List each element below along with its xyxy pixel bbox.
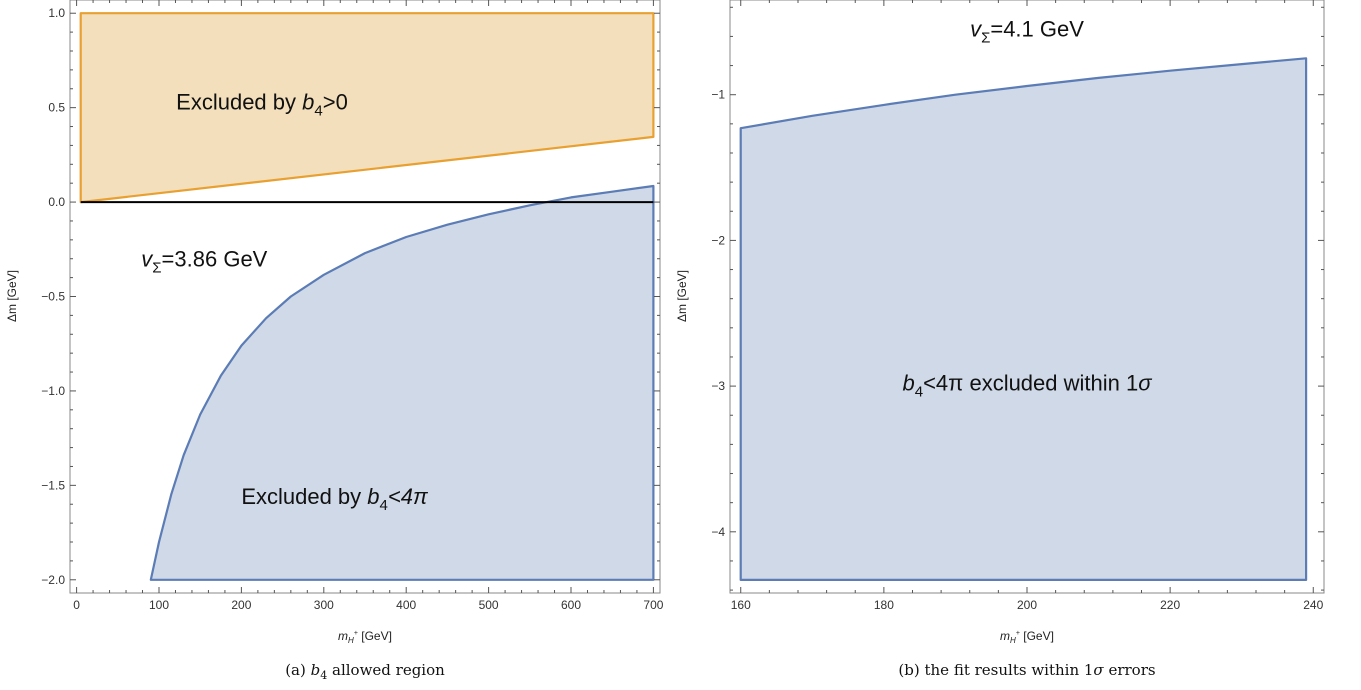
x-tick-label: 100: [149, 598, 169, 612]
annotation-b4-excluded-1sigma: b4<4π excluded within 1σ: [902, 370, 1152, 400]
region-b-0: [739, 57, 1308, 582]
y-tick-label: −1.0: [41, 384, 65, 398]
annotation-excluded-b4-gt-0: Excluded by b4>0: [176, 90, 348, 120]
x-tick-label: 0: [73, 598, 80, 612]
panel-b-annotations: vΣ=4.1 GeV b4<4π excluded within 1σ: [902, 16, 1152, 400]
panel-a-y-axis-label: Δm [GeV]: [5, 270, 19, 322]
y-tick-label: 0.0: [48, 195, 65, 209]
region-a-0: [79, 12, 655, 204]
panel-b-caption: (b) the fit results within 1σ errors: [898, 661, 1155, 679]
panel-a-annotations: Excluded by b4>0 vΣ=3.86 GeV Excluded by…: [141, 90, 429, 515]
panel-b: 160 180 200 220 240 −1 −2 −3 −4 vΣ=4.1 GeV b4<4π…: [675, 0, 1325, 679]
y-tick-label: −4: [711, 525, 725, 539]
y-tick-label: 1.0: [48, 6, 65, 20]
y-tick-label: −3: [711, 379, 725, 393]
panel-b-y-axis-label: Δm [GeV]: [675, 270, 689, 322]
y-tick-label: −1.5: [41, 478, 65, 492]
panel-a: 0 100 200 300 400 500 600 700 1.0 0.5 0.0 −0.5 −1.0 −…: [5, 0, 664, 682]
x-tick-label: 240: [1303, 598, 1323, 612]
annotation-excluded-b4-lt-4pi: Excluded by b4<4π: [241, 484, 429, 514]
panel-b-ticks: 160 180 200 220 240 −1 −2 −3 −4: [711, 0, 1324, 612]
x-tick-label: 400: [396, 598, 416, 612]
panel-b-regions: [739, 57, 1308, 582]
y-tick-label: −1: [711, 88, 725, 102]
y-tick-label: 0.5: [48, 101, 65, 115]
x-tick-label: 160: [731, 598, 751, 612]
x-tick-label: 200: [231, 598, 251, 612]
annotation-v-sigma-a: vΣ=3.86 GeV: [141, 246, 267, 276]
x-tick-label: 180: [874, 598, 894, 612]
x-tick-label: 600: [561, 598, 581, 612]
y-tick-label: −2.0: [41, 573, 65, 587]
y-tick-label: −2: [711, 233, 725, 247]
x-tick-label: 500: [479, 598, 499, 612]
panel-a-x-axis-label: mH+ [GeV]: [338, 629, 392, 645]
y-tick-label: −0.5: [41, 290, 65, 304]
annotation-v-sigma-b: vΣ=4.1 GeV: [970, 16, 1084, 46]
panel-a-caption: (a) b4 allowed region: [285, 661, 445, 682]
panel-b-x-axis-label: mH+ [GeV]: [1000, 629, 1054, 645]
region-a-1: [149, 184, 655, 581]
panel-a-ticks: 0 100 200 300 400 500 600 700 1.0 0.5 0.0 −0.5 −1.0 −…: [41, 0, 664, 612]
x-tick-label: 700: [643, 598, 663, 612]
x-tick-label: 220: [1160, 598, 1180, 612]
x-tick-label: 200: [1017, 598, 1037, 612]
x-tick-label: 300: [314, 598, 334, 612]
panel-a-regions: [79, 12, 655, 581]
